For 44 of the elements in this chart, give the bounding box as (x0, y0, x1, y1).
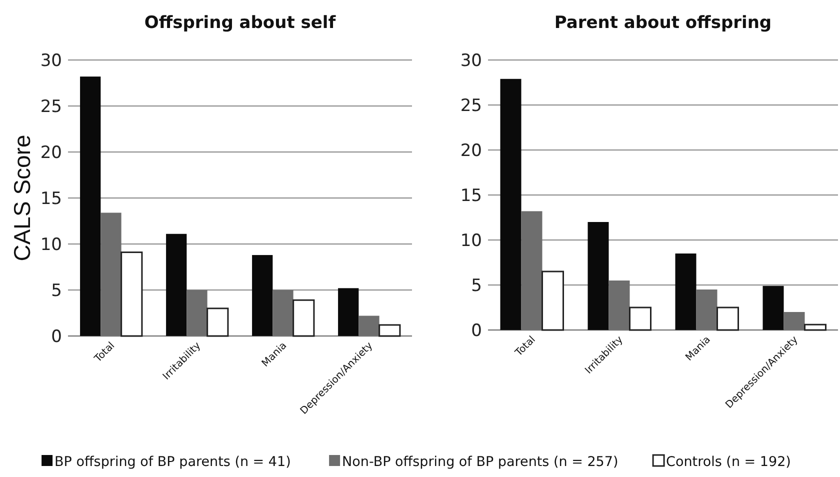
y-tick-label: 20 (460, 140, 482, 161)
chart-title: Parent about offspring (554, 13, 772, 33)
bar (206, 308, 229, 337)
bar (358, 316, 380, 336)
bar (542, 270, 564, 331)
bar (80, 76, 101, 336)
bar (804, 324, 826, 331)
y-tick-label: 5 (471, 276, 482, 296)
bar (186, 290, 208, 336)
bar (608, 280, 630, 330)
chart-title: Offspring about self (144, 13, 336, 33)
bar (378, 324, 401, 337)
y-tick-label: 30 (460, 50, 482, 71)
bar (166, 234, 187, 336)
legend-label: BP offspring of BP parents (n = 41) (54, 454, 291, 470)
y-tick-label: 0 (51, 326, 62, 347)
y-tick-label: 30 (40, 50, 62, 71)
bar (272, 290, 294, 336)
bar (716, 306, 739, 331)
bar (120, 252, 143, 337)
bar (675, 254, 696, 330)
y-tick-label: 20 (40, 142, 62, 163)
bar (696, 290, 718, 330)
legend-label: Controls (n = 192) (666, 454, 791, 470)
y-tick-label: 10 (460, 230, 482, 251)
bar (762, 286, 784, 330)
legend-label: Non-BP offspring of BP parents (n = 257) (342, 454, 618, 470)
bar (588, 222, 609, 330)
y-tick-label: 25 (460, 96, 482, 116)
y-tick-label: 0 (471, 320, 482, 341)
bar (252, 255, 273, 336)
y-tick-label: 25 (40, 96, 62, 117)
bar (292, 299, 315, 337)
bar (100, 212, 122, 336)
bar (521, 211, 542, 330)
bar (784, 312, 805, 330)
y-tick-label: 15 (40, 188, 62, 209)
bar (500, 78, 522, 330)
bar (338, 288, 359, 336)
y-tick-label: 10 (40, 234, 62, 255)
y-tick-label: 15 (460, 186, 482, 206)
bar (629, 306, 652, 331)
y-axis-title: CALS Score (9, 134, 35, 262)
y-tick-label: 5 (51, 280, 62, 301)
